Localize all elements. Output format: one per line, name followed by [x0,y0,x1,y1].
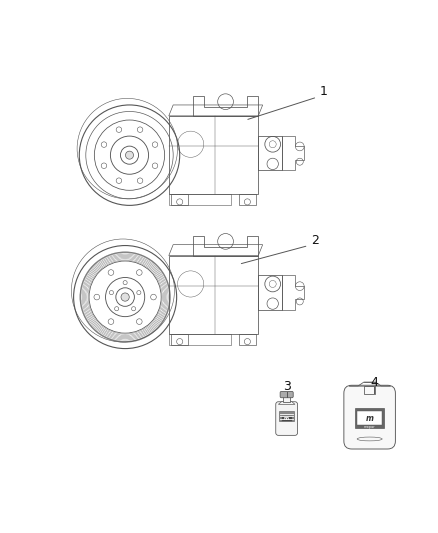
Text: 4: 4 [370,376,378,389]
FancyBboxPatch shape [344,385,396,449]
Bar [169,116,258,195]
Text: mopar: mopar [364,425,375,429]
Bar [258,275,283,310]
Bar [355,408,384,428]
Text: m: m [284,416,289,421]
Polygon shape [279,401,295,405]
Bar [357,411,382,425]
Bar [258,135,283,171]
Bar [283,397,290,402]
Text: 3: 3 [283,380,290,393]
Text: m: m [366,414,374,423]
Text: 2: 2 [311,234,319,247]
FancyBboxPatch shape [276,402,297,435]
Bar [282,416,292,421]
Bar [364,386,375,394]
FancyBboxPatch shape [280,391,293,398]
Bar [279,410,294,422]
Circle shape [121,293,129,301]
Circle shape [125,151,134,159]
Bar [169,256,258,334]
Text: 1: 1 [320,85,328,99]
